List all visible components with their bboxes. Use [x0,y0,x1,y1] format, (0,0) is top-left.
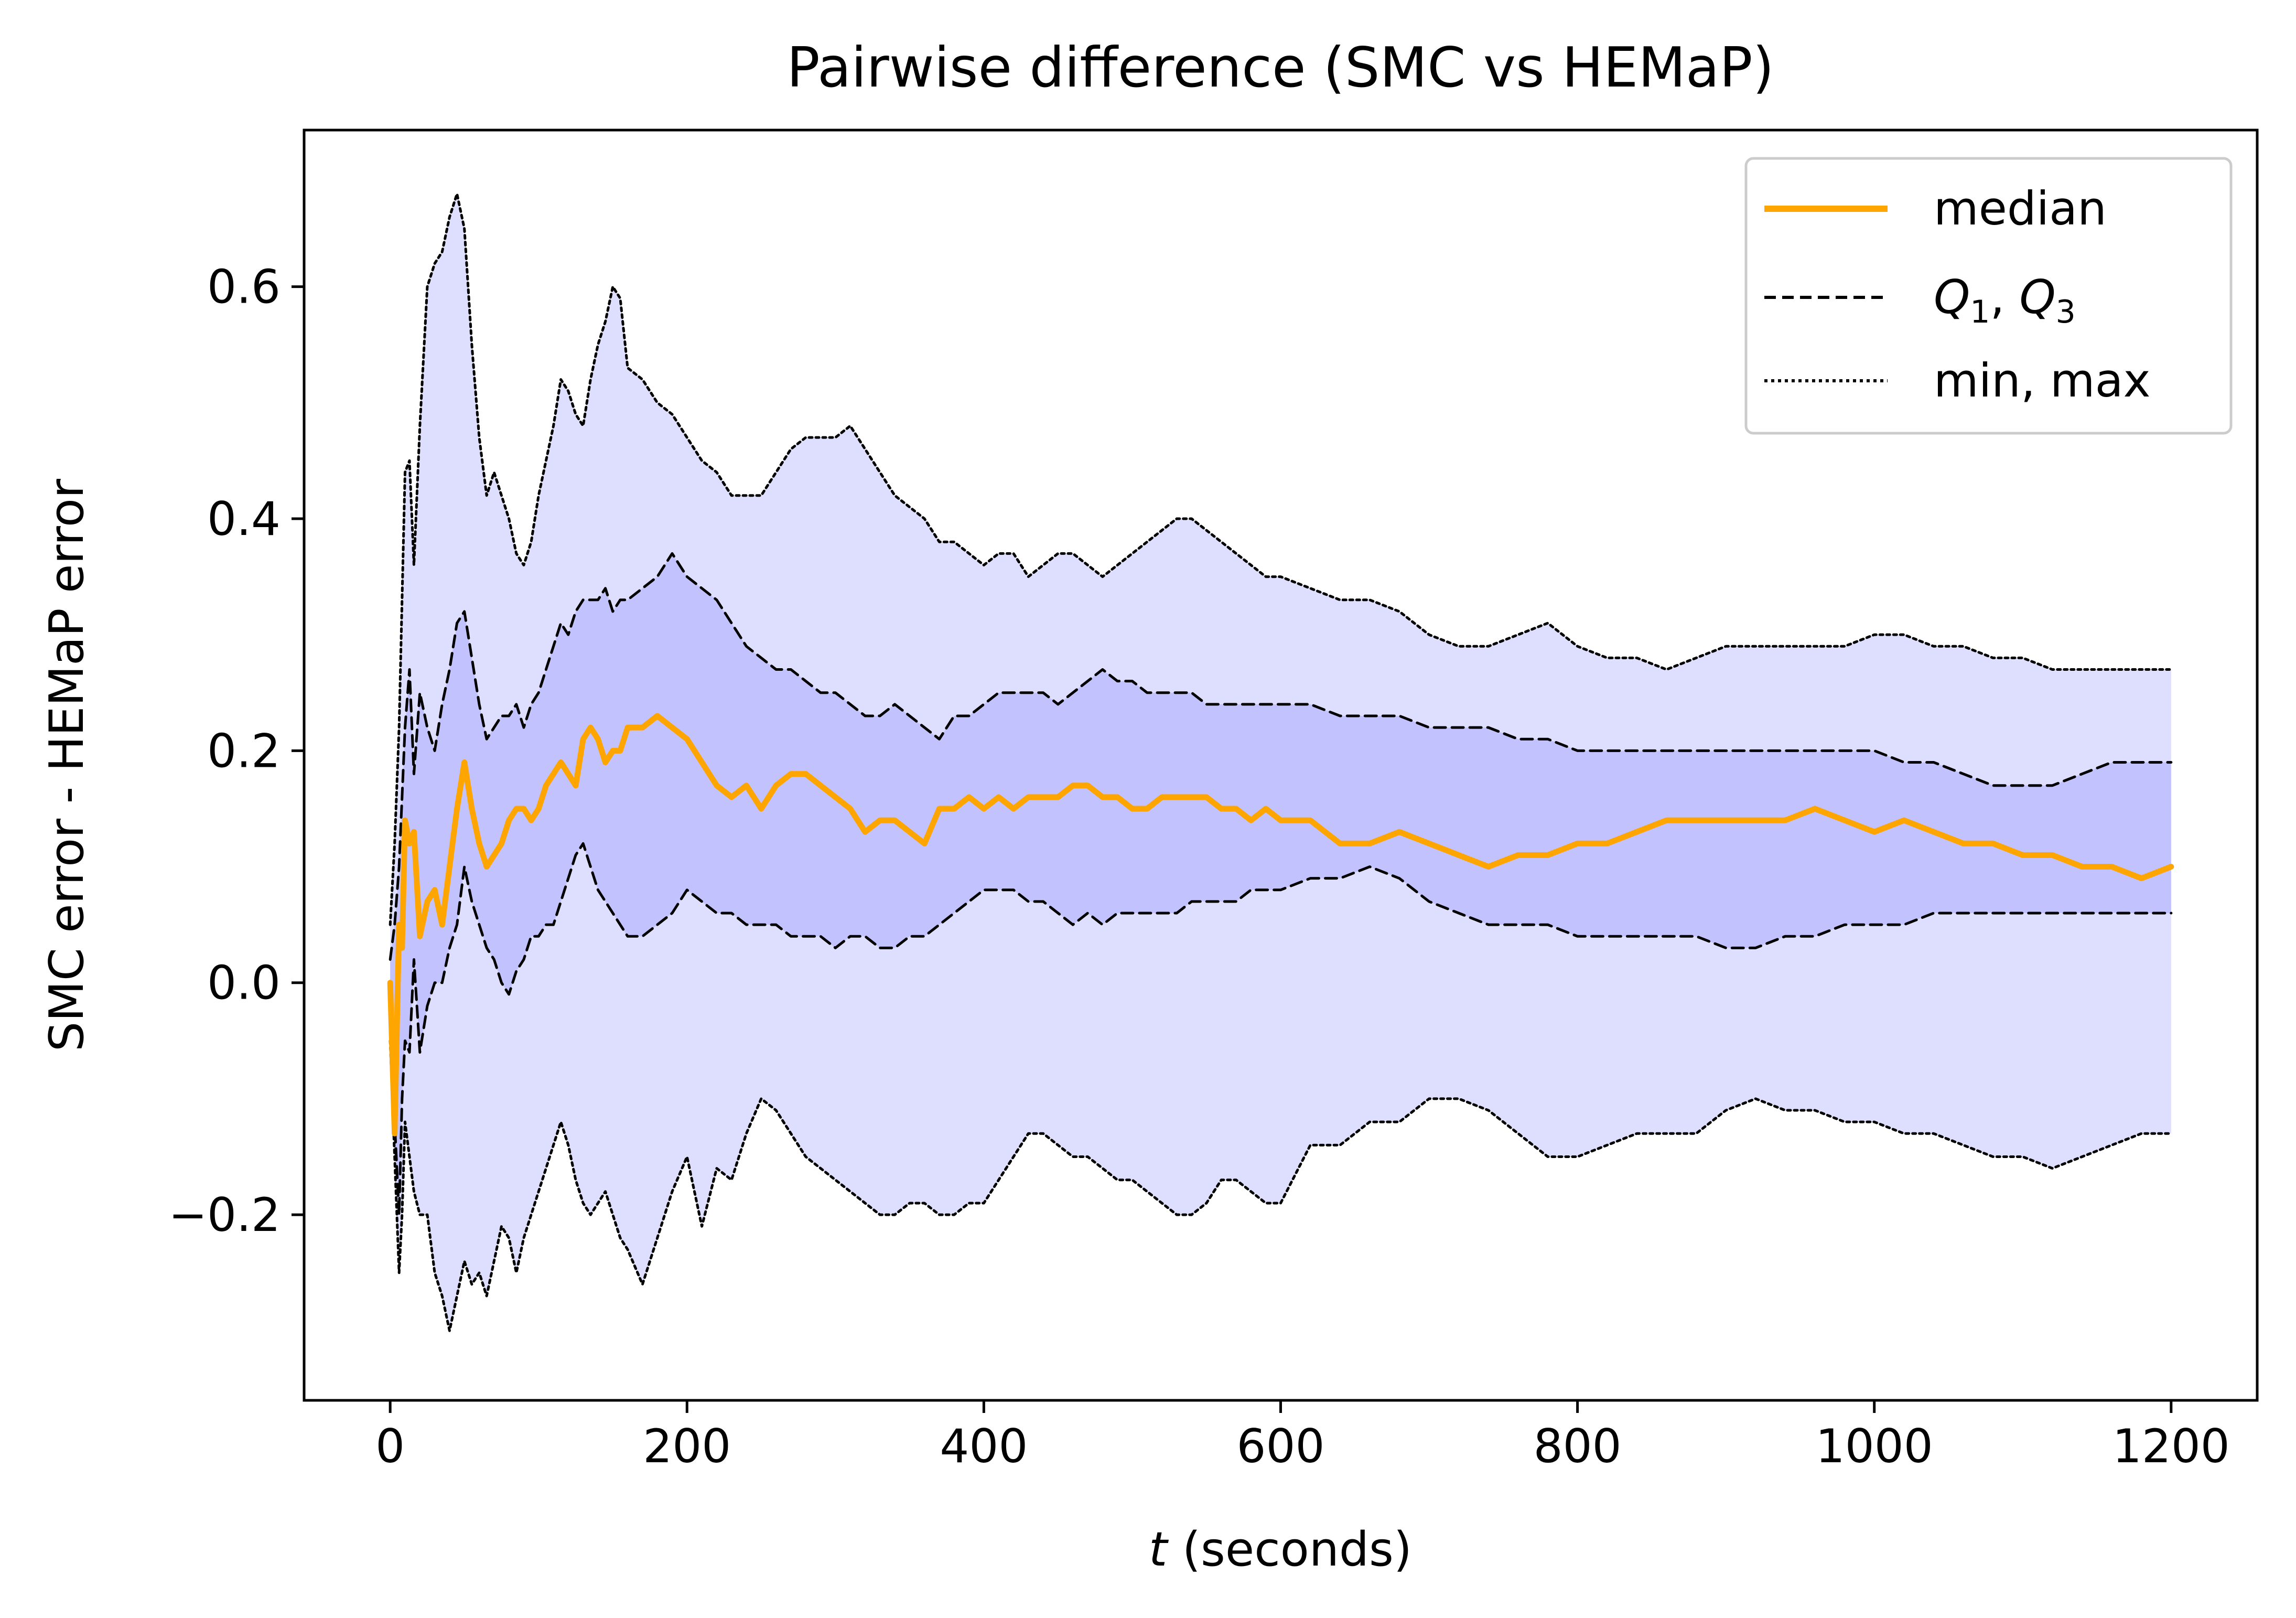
legend-minmax-label: min, max [1934,353,2151,408]
x-tick-label: 1200 [2112,1419,2230,1473]
y-tick-label: 0.6 [207,260,281,314]
legend: median Q1, Q3 min, max [1744,157,2233,435]
x-tick-label: 0 [375,1419,405,1473]
series-line-q1 [389,842,2173,1216]
x-axis-label: t (seconds) [1149,1522,1412,1577]
x-tick-label: 200 [643,1419,731,1473]
series-line-max [389,192,2173,926]
x-tick-label: 400 [940,1419,1028,1473]
x-axis-label-var: t [1149,1522,1169,1577]
x-tick-label: 600 [1237,1419,1325,1473]
series-line-median [387,713,2174,1137]
x-axis: 0 200 400 600 800 1000 1200 [375,1400,2230,1473]
x-tick-label: 1000 [1816,1419,1933,1473]
x-axis-label-rest: (seconds) [1167,1522,1412,1577]
bands-layer [390,194,2171,1331]
y-axis: −0.2 0.0 0.2 0.4 0.6 [168,260,304,1242]
x-tick-label: 800 [1534,1419,1622,1473]
legend-quartiles-label: Q1, Q3 [1934,270,2076,330]
series-line-q3 [389,552,2173,961]
lines-layer [387,192,2174,1332]
y-tick-label: −0.2 [168,1188,281,1242]
y-tick-label: 0.0 [207,956,281,1010]
chart-title: Pairwise difference (SMC vs HEMaP) [786,36,1774,100]
quartile-band [390,553,2171,1215]
y-axis-label: SMC error - HEMaP error [39,479,94,1052]
legend-box [1744,157,2233,435]
y-tick-label: 0.4 [207,492,281,546]
y-tick-label: 0.2 [207,724,281,778]
legend-median-label: median [1934,181,2107,235]
series-line-min [389,1039,2173,1332]
